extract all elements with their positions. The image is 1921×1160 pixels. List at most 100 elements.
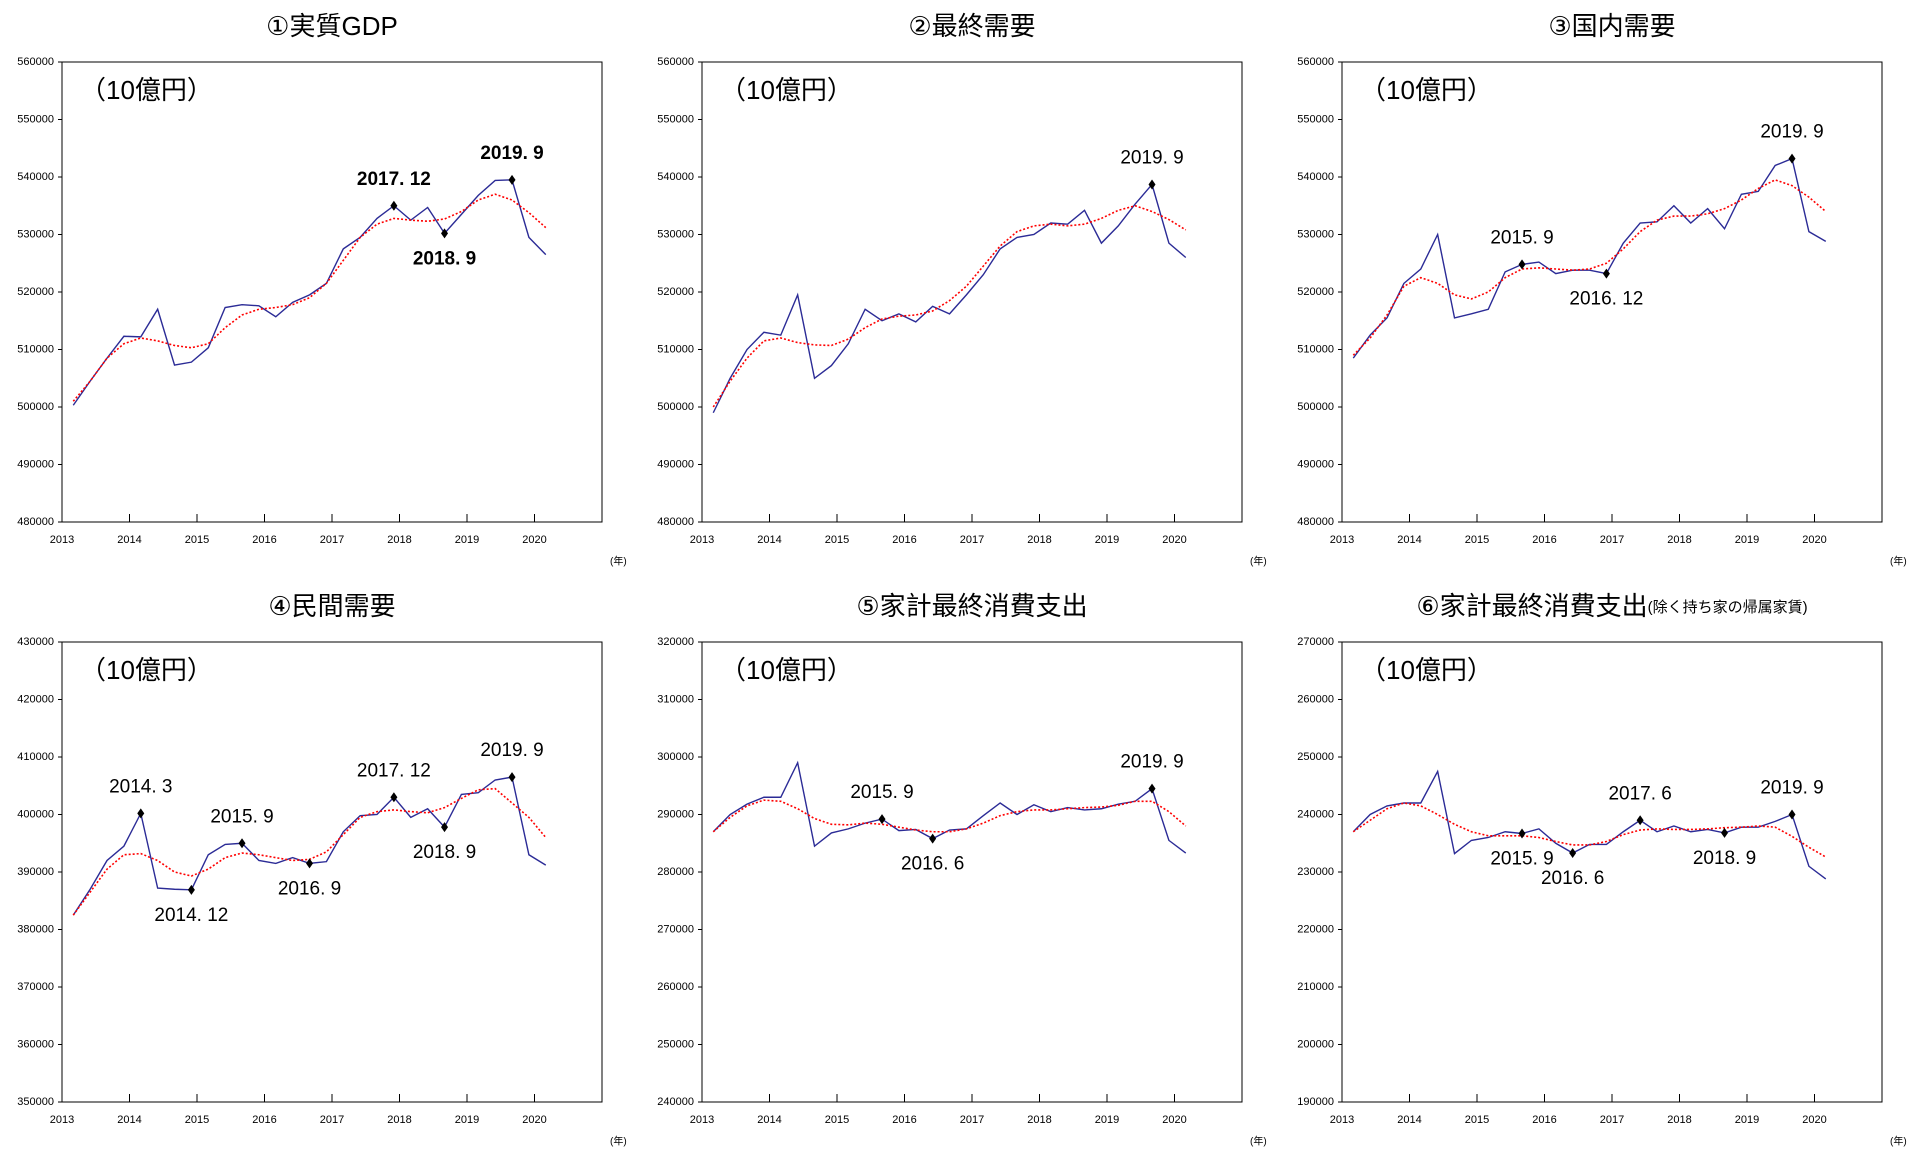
- x-tick-label: 2020: [1162, 534, 1186, 546]
- annotation-marker: [441, 822, 449, 833]
- y-tick-label: 540000: [1297, 171, 1334, 183]
- x-tick-label: 2017: [960, 534, 984, 546]
- annotation-marker: [1518, 259, 1526, 270]
- annotation-marker: [238, 838, 246, 849]
- y-tick-label: 430000: [17, 636, 54, 648]
- annotation-marker: [1148, 179, 1156, 190]
- plot-frame: [61, 641, 603, 1103]
- annotation-marker: [1518, 828, 1526, 839]
- y-tick-label: 310000: [657, 693, 694, 705]
- y-tick-label: 490000: [17, 458, 54, 470]
- y-tick-label: 550000: [17, 113, 54, 125]
- chart-panel: ②最終需要 （10億円） (年) 480000 490000 500000 510000 52…: [657, 11, 1266, 568]
- trend-line: [712, 799, 1187, 833]
- chart-title: ③国内需要: [1548, 11, 1675, 41]
- series-line: [712, 760, 1187, 854]
- x-tick-label: 2018: [1027, 1114, 1051, 1126]
- annotation-marker: [1788, 153, 1796, 164]
- y-tick-label: 250000: [1297, 751, 1334, 763]
- unit-label: （10億円）: [80, 75, 213, 105]
- y-tick-label: 520000: [17, 286, 54, 298]
- y-tick-label: 490000: [657, 458, 694, 470]
- annotation-marker: [187, 884, 195, 895]
- x-tick-label: 2019: [455, 534, 479, 546]
- x-tick-label: 2019: [1095, 1114, 1119, 1126]
- unit-label: （10億円）: [80, 655, 213, 685]
- annotation-marker: [508, 174, 516, 185]
- annotation-label: 2017. 12: [357, 169, 431, 190]
- x-tick-label: 2013: [1330, 534, 1354, 546]
- series-line: [1352, 157, 1827, 359]
- x-tick-label: 2020: [1162, 1114, 1186, 1126]
- title-main: ⑤家計最終消費支出: [856, 591, 1087, 621]
- title-main: ③国内需要: [1548, 11, 1675, 41]
- title-main: ②最終需要: [908, 11, 1035, 41]
- unit-label: （10億円）: [720, 655, 853, 685]
- x-tick-label: 2016: [252, 1114, 276, 1126]
- chart-panel: ⑥家計最終消費支出(除く持ち家の帰属家賃) （10億円） (年) 190000 2000…: [1297, 591, 1906, 1148]
- trend-line: [1352, 802, 1827, 858]
- x-tick-label: 2014: [117, 1114, 141, 1126]
- unit-label: （10億円）: [1360, 655, 1493, 685]
- title-main: ④民間需要: [268, 591, 395, 621]
- annotation-marker: [441, 228, 449, 239]
- x-tick-label: 2017: [960, 1114, 984, 1126]
- x-tick-label: 2013: [50, 1114, 74, 1126]
- y-tick-label: 390000: [17, 866, 54, 878]
- x-tick-label: 2018: [387, 1114, 411, 1126]
- annotation-label: 2015. 9: [1490, 848, 1553, 869]
- x-tick-label: 2020: [522, 1114, 546, 1126]
- x-tick-label: 2015: [185, 534, 209, 546]
- x-tick-label: 2017: [1600, 534, 1624, 546]
- x-tick-label: 2013: [690, 534, 714, 546]
- y-tick-label: 520000: [1297, 286, 1334, 298]
- annotation-label: 2019. 9: [480, 143, 543, 164]
- chart-title: ①実質GDP: [266, 11, 398, 41]
- y-tick-label: 510000: [17, 343, 54, 355]
- annotation-marker: [306, 858, 314, 869]
- x-tick-label: 2016: [892, 534, 916, 546]
- x-tick-label: 2019: [1735, 1114, 1759, 1126]
- annotation-label: 2015. 9: [1490, 227, 1553, 248]
- y-tick-label: 260000: [657, 981, 694, 993]
- x-tick-label: 2014: [117, 534, 141, 546]
- y-tick-label: 240000: [657, 1096, 694, 1108]
- series-line: [712, 183, 1187, 414]
- x-tick-label: 2016: [252, 534, 276, 546]
- y-tick-label: 300000: [657, 751, 694, 763]
- x-tick-label: 2018: [1027, 534, 1051, 546]
- annotation-marker: [390, 792, 398, 803]
- annotation-label: 2014. 12: [154, 905, 228, 926]
- y-tick-label: 320000: [657, 636, 694, 648]
- annotation-label: 2017. 6: [1608, 783, 1671, 804]
- x-tick-label: 2015: [825, 534, 849, 546]
- x-tick-label: 2014: [757, 1114, 781, 1126]
- y-tick-label: 220000: [1297, 923, 1334, 935]
- x-tick-label: 2015: [825, 1114, 849, 1126]
- x-axis-label: (年): [1890, 1135, 1907, 1148]
- x-tick-label: 2017: [1600, 1114, 1624, 1126]
- annotation-label: 2019. 9: [1120, 147, 1183, 168]
- y-tick-label: 540000: [657, 171, 694, 183]
- x-tick-label: 2015: [1465, 1114, 1489, 1126]
- annotation-label: 2014. 3: [109, 776, 172, 797]
- chart-panel: ①実質GDP （10億円） (年) 480000 490000 500000 510000 5…: [17, 11, 626, 568]
- x-tick-label: 2014: [1397, 534, 1421, 546]
- y-tick-label: 500000: [1297, 401, 1334, 413]
- title-main: ①実質GDP: [266, 11, 398, 41]
- x-tick-label: 2014: [1397, 1114, 1421, 1126]
- y-tick-label: 210000: [1297, 981, 1334, 993]
- plot-frame: [701, 61, 1243, 523]
- x-tick-label: 2017: [320, 1114, 344, 1126]
- plot-frame: [1341, 641, 1883, 1103]
- title-note: (除く持ち家の帰属家賃): [1648, 598, 1808, 616]
- y-tick-label: 400000: [17, 808, 54, 820]
- y-tick-label: 520000: [657, 286, 694, 298]
- y-tick-label: 480000: [1297, 516, 1334, 528]
- chart-panel: ③国内需要 （10億円） (年) 480000 490000 500000 510000 52…: [1297, 11, 1906, 568]
- unit-label: （10億円）: [720, 75, 853, 105]
- y-tick-label: 490000: [1297, 458, 1334, 470]
- y-tick-label: 270000: [1297, 636, 1334, 648]
- y-tick-label: 530000: [657, 228, 694, 240]
